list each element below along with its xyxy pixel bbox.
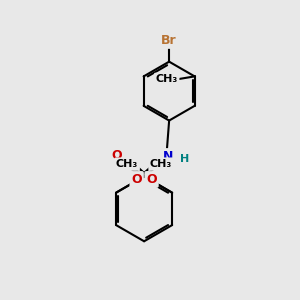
Text: O: O — [146, 173, 157, 186]
Text: Br: Br — [161, 34, 177, 47]
Text: H: H — [180, 154, 189, 164]
Text: CH₃: CH₃ — [155, 74, 178, 84]
Text: N: N — [163, 150, 173, 163]
Text: CH₃: CH₃ — [150, 159, 172, 169]
Text: CH₃: CH₃ — [116, 159, 138, 169]
Text: O: O — [112, 149, 122, 162]
Text: O: O — [131, 173, 142, 186]
